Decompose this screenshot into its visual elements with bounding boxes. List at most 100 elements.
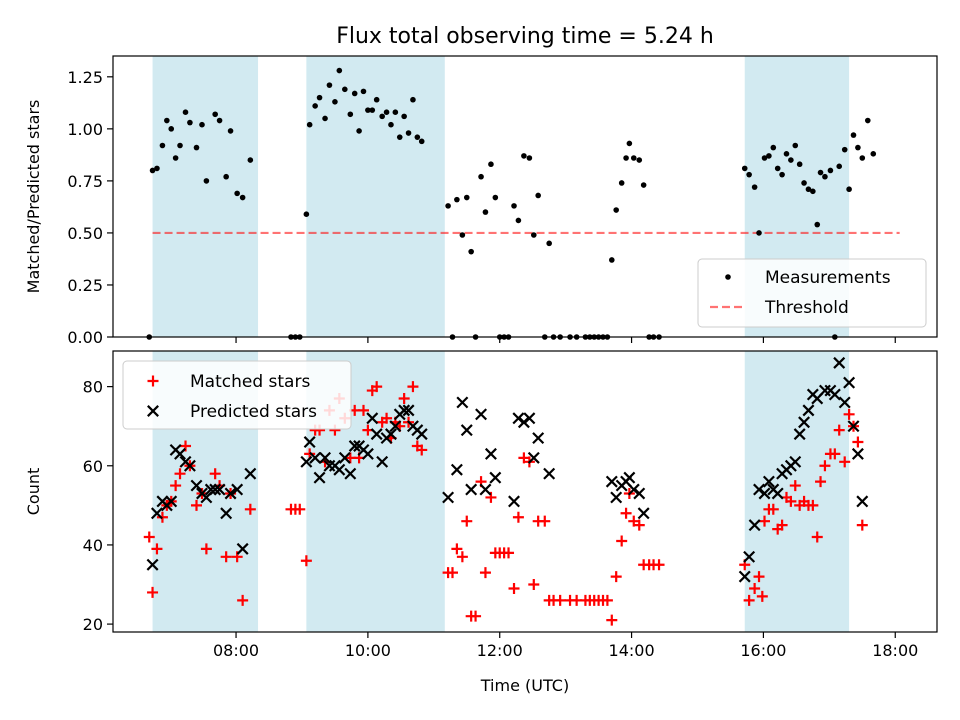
measurement-point (783, 151, 790, 157)
measurement-point (405, 130, 412, 136)
measurement-point (373, 96, 380, 103)
predicted-star-point (190, 479, 203, 492)
predicted-star-point (758, 487, 771, 500)
bottom-panel-x-tick-label: 18:00 (872, 641, 918, 660)
matched-star-point (151, 543, 163, 555)
matched-star-point (294, 503, 306, 515)
measurement-point (342, 86, 348, 93)
bottom-panel-y-tick-label: 20 (83, 615, 103, 634)
predicted-star-point (398, 404, 411, 417)
predicted-star-point (146, 558, 159, 571)
measurement-point (239, 194, 246, 201)
top-panel-y-tick-label: 1.00 (67, 120, 103, 139)
matched-star-point (839, 456, 851, 468)
measurement-point (332, 98, 338, 105)
measurement-point (774, 165, 781, 172)
predicted-star-point (605, 475, 618, 488)
matched-star-point (776, 519, 788, 531)
matched-star-point (653, 559, 665, 571)
matched-star-point (767, 503, 779, 515)
measurement-point (515, 217, 522, 224)
predicted-star-point (460, 424, 473, 437)
measurement-point (492, 194, 499, 201)
predicted-star-point (465, 483, 478, 496)
measurement-point (741, 165, 748, 172)
measurement-point (859, 155, 866, 161)
predicted-star-point (851, 447, 864, 460)
measurement-point (521, 153, 527, 159)
predicted-star-point (523, 412, 536, 425)
measurement-point (347, 111, 354, 118)
matched-star-point (843, 408, 855, 420)
legend-measurements-marker (725, 274, 731, 280)
measurement-point (864, 117, 871, 124)
matched-star-point (601, 594, 613, 606)
top-panel-y-tick-label: 0.00 (67, 328, 103, 347)
measurement-point (841, 146, 848, 153)
measurement-point (336, 67, 343, 74)
measurement-point (172, 155, 179, 161)
predicted-star-point (213, 483, 226, 496)
measurement-point (203, 178, 210, 184)
measurement-point (850, 132, 857, 138)
matched-star-point (147, 586, 159, 598)
measurement-point (303, 211, 310, 217)
predicted-star-point (300, 455, 313, 468)
matched-star-point (371, 381, 383, 393)
predicted-star-point (338, 451, 351, 464)
predicted-star-point (384, 428, 397, 441)
predicted-star-point (389, 420, 402, 433)
measurement-point (792, 142, 799, 149)
measurement-point (788, 157, 794, 163)
measurement-point (234, 190, 240, 197)
matched-star-point (456, 551, 468, 563)
measurement-point (154, 165, 160, 172)
predicted-star-point (798, 416, 811, 429)
predicted-star-point (543, 467, 556, 480)
predicted-star-point (762, 475, 775, 488)
predicted-star-point (415, 428, 428, 441)
predicted-star-point (344, 467, 357, 480)
measurement-point (761, 155, 768, 161)
matched-star-point (528, 579, 540, 591)
bottom-panel-y-tick-label: 80 (83, 378, 103, 397)
measurement-point (779, 171, 785, 178)
predicted-star-point (236, 542, 249, 555)
measurement-point (216, 117, 223, 124)
matched-star-point (833, 424, 845, 436)
matched-star-point (512, 511, 524, 523)
predicted-star-point (150, 507, 163, 520)
predicted-star-point (748, 519, 761, 532)
matched-star-point (756, 590, 768, 602)
matched-star-point (357, 404, 369, 416)
measurement-point (360, 88, 367, 95)
predicted-star-point (532, 432, 545, 445)
measurement-point (468, 248, 474, 255)
top-panel-y-tick-label: 0.50 (67, 224, 103, 243)
measurement-point (870, 151, 877, 157)
legend-measurements-label: Measurements (765, 268, 891, 288)
measurement-point (445, 203, 451, 209)
measurement-point (187, 119, 193, 126)
legend-predicted-marker (147, 405, 159, 417)
predicted-star-point (456, 396, 469, 409)
legend-matched-marker (147, 375, 159, 387)
bottom-panel-x-tick-label: 08:00 (213, 641, 259, 660)
measurement-point (379, 113, 385, 120)
matched-star-point (759, 515, 771, 527)
measurement-point (766, 153, 772, 159)
measurement-point (182, 109, 189, 115)
predicted-star-point (183, 459, 196, 472)
measurement-point (827, 167, 834, 174)
measurement-point (392, 109, 399, 115)
predicted-star-point (738, 570, 751, 583)
measurement-point (488, 161, 494, 168)
matched-star-point (170, 480, 182, 492)
measurement-point (369, 107, 376, 113)
measurement-point (801, 180, 807, 186)
predicted-star-point (220, 507, 233, 520)
matched-star-point (174, 468, 186, 480)
predicted-star-point (843, 376, 856, 389)
measurement-point (630, 155, 637, 161)
measurement-point (751, 184, 758, 190)
